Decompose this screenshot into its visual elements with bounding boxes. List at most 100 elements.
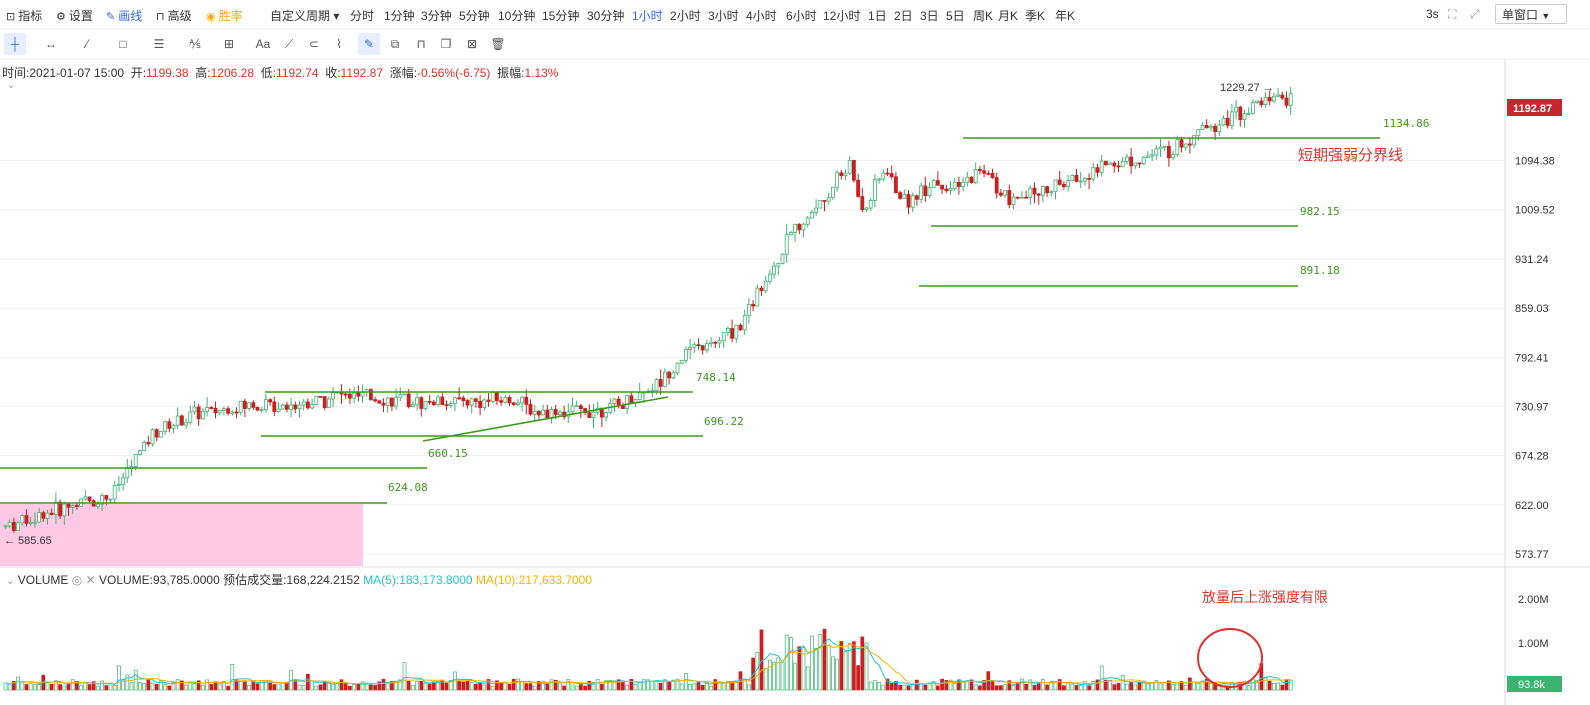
period-18[interactable]: 月K [998,9,1019,23]
period-17[interactable]: 周K [973,9,994,23]
volume-bar [390,681,394,691]
volume-bar [226,685,230,691]
period-14[interactable]: 2日 [894,9,913,23]
rectangle-icon[interactable]: □ [119,37,127,51]
candle-body [650,390,655,392]
period-2[interactable]: 3分钟 [421,9,452,23]
period-8[interactable]: 2小时 [670,9,701,23]
parallel-lines-icon[interactable]: ☰ [153,37,165,51]
trend-line-icon[interactable]: ⁄ [85,37,88,51]
volume-bar [1242,680,1247,691]
period-15[interactable]: 3日 [920,9,939,23]
candle-body [1242,113,1247,121]
volume-bar [348,685,352,691]
candle-body [873,179,877,201]
horizontal-line-icon[interactable]: ↔ [45,37,57,51]
fullscreen-icon[interactable]: ⛶ [1448,7,1457,21]
volume-bar [927,682,932,691]
period-10[interactable]: 4小时 [746,9,777,23]
period-16[interactable]: 5日 [946,9,965,23]
period-7[interactable]: 1小时 [632,9,663,23]
capture-icon[interactable]: ⤢ [1470,7,1480,21]
toolbar-coin-button[interactable]: ◉ 胜率 [206,7,243,24]
toolbar-gear-button[interactable]: ⚙ 设置 [56,7,93,24]
window-mode-select[interactable]: 单窗口 ▼ [1495,4,1567,24]
candle-body [814,207,818,213]
candle-body [583,408,587,414]
candle-body [973,169,978,184]
hide-drawing-icon[interactable]: ⊠ [466,37,478,51]
candle-body [91,500,96,507]
candle-body [965,176,970,183]
volume-bar [667,681,671,691]
period-11[interactable]: 6小时 [786,9,817,23]
copy-icon[interactable]: ❐ [440,37,452,51]
price-tick-label: 573.77 [1515,549,1549,561]
volume-bar [1259,663,1264,691]
volume-bar [121,679,125,691]
period-3[interactable]: 5分钟 [459,9,490,23]
candle-body [146,442,151,445]
custom-period-select[interactable]: 自定义周期 ▾ [270,9,340,23]
lock-drawing-icon[interactable]: ⊓ [416,37,426,51]
volume-close-icon[interactable]: ✕ [85,573,96,587]
volume-bar [558,682,562,691]
period-0[interactable]: 分时 [350,9,375,23]
gear-icon: ⚙ [56,11,66,23]
volume-bar [688,684,692,691]
volume-settings-icon[interactable]: ◎ [71,573,83,587]
candle-body [410,404,415,408]
trash-icon[interactable]: 🗑 [490,37,506,51]
candle-body [1234,106,1238,113]
period-4[interactable]: 10分钟 [498,9,536,23]
toolbar-lock-button[interactable]: ⊓ 高级 [156,7,192,24]
volume-bar [394,681,398,691]
crosshair-icon[interactable]: ┼ [4,33,26,55]
period-9[interactable]: 3小时 [708,9,739,23]
volume-bar [629,679,634,691]
volume-bar [1078,685,1083,691]
draw-mode-icon[interactable]: ✎ [358,33,380,55]
candle-body [242,400,247,409]
volume-bar [398,679,403,691]
candle-body [406,393,411,408]
volume-bar [894,681,898,691]
period-12[interactable]: 12小时 [823,9,861,23]
fibonacci-icon[interactable]: ⅍ [189,37,201,51]
period-13[interactable]: 1日 [868,9,887,23]
candle-body [448,403,453,406]
volume-bar [453,671,457,691]
period-1[interactable]: 1分钟 [384,9,415,23]
measure-icon[interactable]: ⊞ [223,37,235,51]
brush-icon[interactable]: ⟋ [284,36,294,51]
volume-bar [1116,682,1121,691]
toolbar-pen-button[interactable]: ✎ 画线 [106,7,142,24]
candle-body [789,232,793,236]
candle-body [847,159,852,174]
volume-bar [810,635,814,691]
volume-bar [318,684,323,691]
period-6[interactable]: 30分钟 [587,9,625,23]
refresh-interval[interactable]: 3s [1426,7,1439,21]
volume-bar [730,681,734,691]
volume-bar [37,684,41,691]
candle-body [452,397,457,405]
candle-body [335,391,340,394]
period-19[interactable]: 季K [1025,9,1046,23]
toolbar-chart-button[interactable]: ⊡ 指标 [6,7,42,24]
candle-body [923,185,928,196]
candle-body [41,512,46,519]
magnet-icon[interactable]: ⊂ [308,37,320,51]
period-5[interactable]: 15分钟 [542,9,580,23]
text-tool-icon[interactable]: Aa [255,37,271,51]
candle-body [721,332,726,342]
ruler-icon[interactable]: ⌇ [336,37,342,51]
period-20[interactable]: 年K [1055,9,1076,23]
candle-body [150,429,155,445]
ohlc-info: 时间:2021-01-07 15:00 开:1199.38 高:1206.28 … [2,66,559,80]
collapse-chevron-icon[interactable]: ⌄ [7,80,16,91]
pattern-icon[interactable]: ⧉ [390,36,400,51]
volume-chevron-icon[interactable]: ⌄ [6,576,15,587]
candle-body [1087,178,1091,180]
